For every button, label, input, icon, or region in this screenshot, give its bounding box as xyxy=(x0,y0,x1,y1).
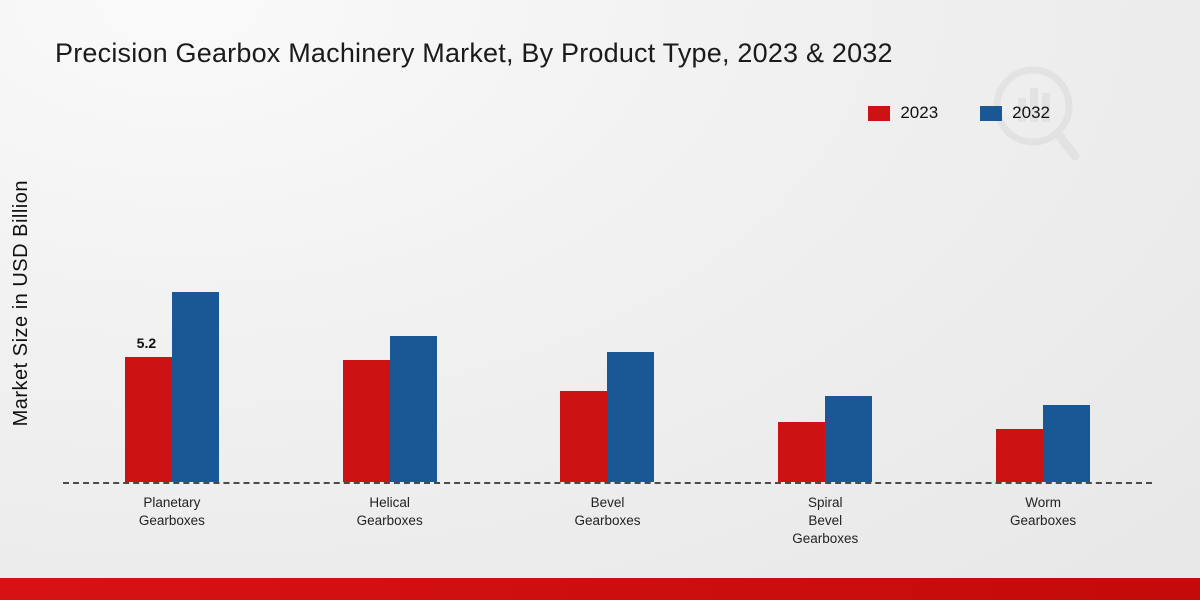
bar-2032 xyxy=(389,335,437,482)
legend-item-2032: 2032 xyxy=(980,103,1050,123)
bar-2032 xyxy=(171,292,219,482)
legend-label-2032: 2032 xyxy=(1012,103,1050,122)
bar-2023 xyxy=(342,359,390,482)
legend-label-2023: 2023 xyxy=(900,103,939,122)
bar-group-3: Bevel Gearboxes xyxy=(560,352,655,528)
legend-swatch-2032 xyxy=(980,105,1003,121)
bar-2032 xyxy=(1043,405,1091,482)
legend: 2023 2032 xyxy=(868,103,1050,123)
chart-title: Precision Gearbox Machinery Market, By P… xyxy=(55,38,893,68)
bar-2023 xyxy=(560,390,608,482)
y-axis-label: Market Size in USD Billion xyxy=(10,180,32,427)
legend-item-2023: 2023 xyxy=(868,103,938,123)
bar-value-label: 5.2 xyxy=(136,335,157,352)
bar-group-4: Spiral Bevel Gearboxes xyxy=(778,395,873,546)
bar-2032 xyxy=(607,352,655,482)
bar-2023 xyxy=(778,422,826,482)
bar-2032 xyxy=(825,395,873,482)
bar-2023 xyxy=(996,429,1044,482)
category-label: Spiral Bevel Gearboxes xyxy=(792,495,859,547)
category-label: Worm Gearboxes xyxy=(1010,495,1077,529)
bar-groups-container: 5.2 Planetary Gearboxes Helical Gearboxes B… xyxy=(63,160,1152,546)
bar-group-2: Helical Gearboxes xyxy=(342,335,437,528)
x-axis-baseline xyxy=(63,482,1152,484)
category-label: Helical Gearboxes xyxy=(356,495,423,529)
footer-bar xyxy=(0,578,1200,600)
bar-group-1: 5.2 Planetary Gearboxes xyxy=(124,292,219,528)
bar-2023: 5.2 xyxy=(124,335,172,482)
bar-group-5: Worm Gearboxes xyxy=(996,405,1091,528)
plot-area: 5.2 Planetary Gearboxes Helical Gearboxes B… xyxy=(63,160,1152,546)
legend-swatch-2023 xyxy=(868,105,891,121)
category-label: Planetary Gearboxes xyxy=(138,495,205,529)
category-label: Bevel Gearboxes xyxy=(574,495,641,529)
